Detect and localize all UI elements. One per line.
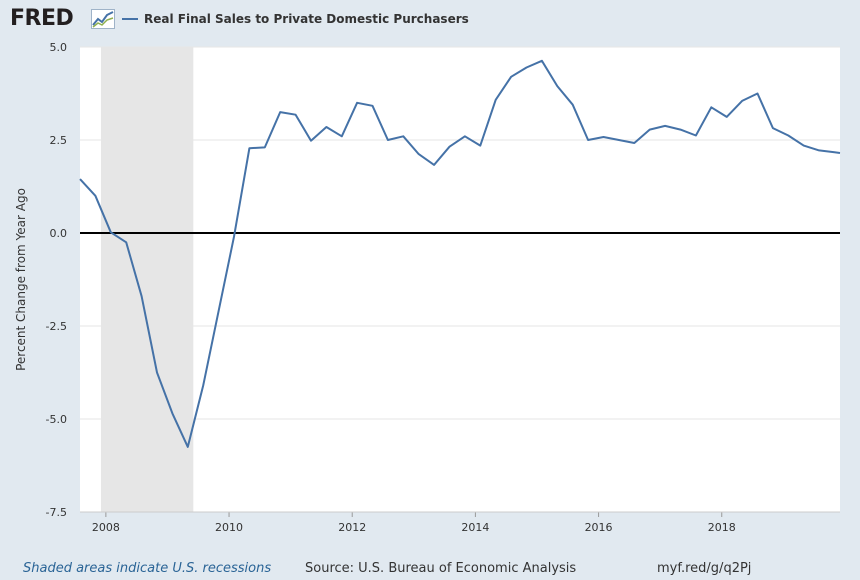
data-point[interactable]	[754, 91, 760, 97]
legend: Real Final Sales to Private Domestic Pur…	[122, 9, 469, 29]
x-tick-label: 2016	[585, 521, 613, 534]
data-point[interactable]	[169, 410, 175, 416]
data-point[interactable]	[431, 162, 437, 168]
data-point[interactable]	[837, 150, 843, 156]
chart-header: FRED Real Final Sales to Private Domesti…	[0, 0, 860, 38]
data-point[interactable]	[508, 74, 514, 80]
data-point[interactable]	[524, 64, 530, 70]
data-point[interactable]	[92, 193, 98, 199]
short-link[interactable]: myf.red/g/q2Pj	[657, 561, 752, 576]
data-point[interactable]	[308, 138, 314, 144]
data-point[interactable]	[662, 123, 668, 129]
x-tick-label: 2012	[338, 521, 366, 534]
data-point[interactable]	[647, 127, 653, 133]
data-point[interactable]	[323, 124, 329, 130]
data-point[interactable]	[231, 234, 237, 240]
data-point[interactable]	[108, 229, 114, 235]
data-point[interactable]	[123, 239, 129, 245]
data-point[interactable]	[739, 98, 745, 104]
data-point[interactable]	[785, 133, 791, 139]
data-point[interactable]	[601, 134, 607, 140]
legend-swatch	[122, 18, 138, 20]
data-point[interactable]	[816, 147, 822, 153]
y-tick-label: 5.0	[50, 41, 68, 54]
y-axis-label: Percent Change from Year Ago	[14, 188, 28, 371]
data-point[interactable]	[801, 143, 807, 149]
data-point[interactable]	[770, 125, 776, 131]
recession-note[interactable]: Shaded areas indicate U.S. recessions	[23, 561, 272, 576]
data-point[interactable]	[585, 137, 591, 143]
fred-graph-icon	[91, 9, 115, 29]
recession-shade	[100, 47, 194, 512]
data-point[interactable]	[293, 112, 299, 118]
y-tick-label: -5.0	[46, 413, 67, 426]
data-point[interactable]	[570, 102, 576, 108]
data-point[interactable]	[708, 104, 714, 110]
data-point[interactable]	[200, 383, 206, 389]
fred-logo[interactable]: FRED	[10, 6, 74, 31]
data-point[interactable]	[354, 100, 360, 106]
data-point[interactable]	[462, 133, 468, 139]
data-point[interactable]	[370, 103, 376, 109]
data-point[interactable]	[400, 133, 406, 139]
x-tick-label: 2014	[461, 521, 489, 534]
data-point[interactable]	[539, 58, 545, 64]
y-tick-label: -7.5	[46, 506, 67, 519]
data-point[interactable]	[277, 109, 283, 115]
legend-label: Real Final Sales to Private Domestic Pur…	[144, 12, 469, 26]
data-point[interactable]	[77, 176, 83, 182]
data-point[interactable]	[477, 143, 483, 149]
y-tick-label: 2.5	[50, 134, 68, 147]
data-point[interactable]	[216, 308, 222, 314]
y-tick-label: 0.0	[50, 227, 68, 240]
data-point[interactable]	[154, 370, 160, 376]
data-point[interactable]	[447, 144, 453, 150]
data-point[interactable]	[554, 83, 560, 89]
data-point[interactable]	[831, 149, 837, 155]
data-point[interactable]	[185, 444, 191, 450]
data-point[interactable]	[724, 114, 730, 120]
data-point[interactable]	[339, 133, 345, 139]
plot-area	[80, 47, 840, 512]
source-note: Source: U.S. Bureau of Economic Analysis	[305, 561, 577, 576]
x-tick-label: 2008	[92, 521, 120, 534]
series-line[interactable]	[79, 59, 841, 448]
data-point[interactable]	[677, 127, 683, 133]
data-point[interactable]	[493, 97, 499, 103]
x-tick-label: 2010	[215, 521, 243, 534]
data-point[interactable]	[246, 145, 252, 151]
data-point[interactable]	[385, 137, 391, 143]
y-tick-label: -2.5	[46, 320, 67, 333]
data-point[interactable]	[262, 144, 268, 150]
x-tick-label: 2018	[708, 521, 736, 534]
data-point[interactable]	[416, 151, 422, 157]
data-point[interactable]	[616, 137, 622, 143]
data-point[interactable]	[139, 293, 145, 299]
data-point[interactable]	[693, 133, 699, 139]
data-point[interactable]	[631, 140, 637, 146]
